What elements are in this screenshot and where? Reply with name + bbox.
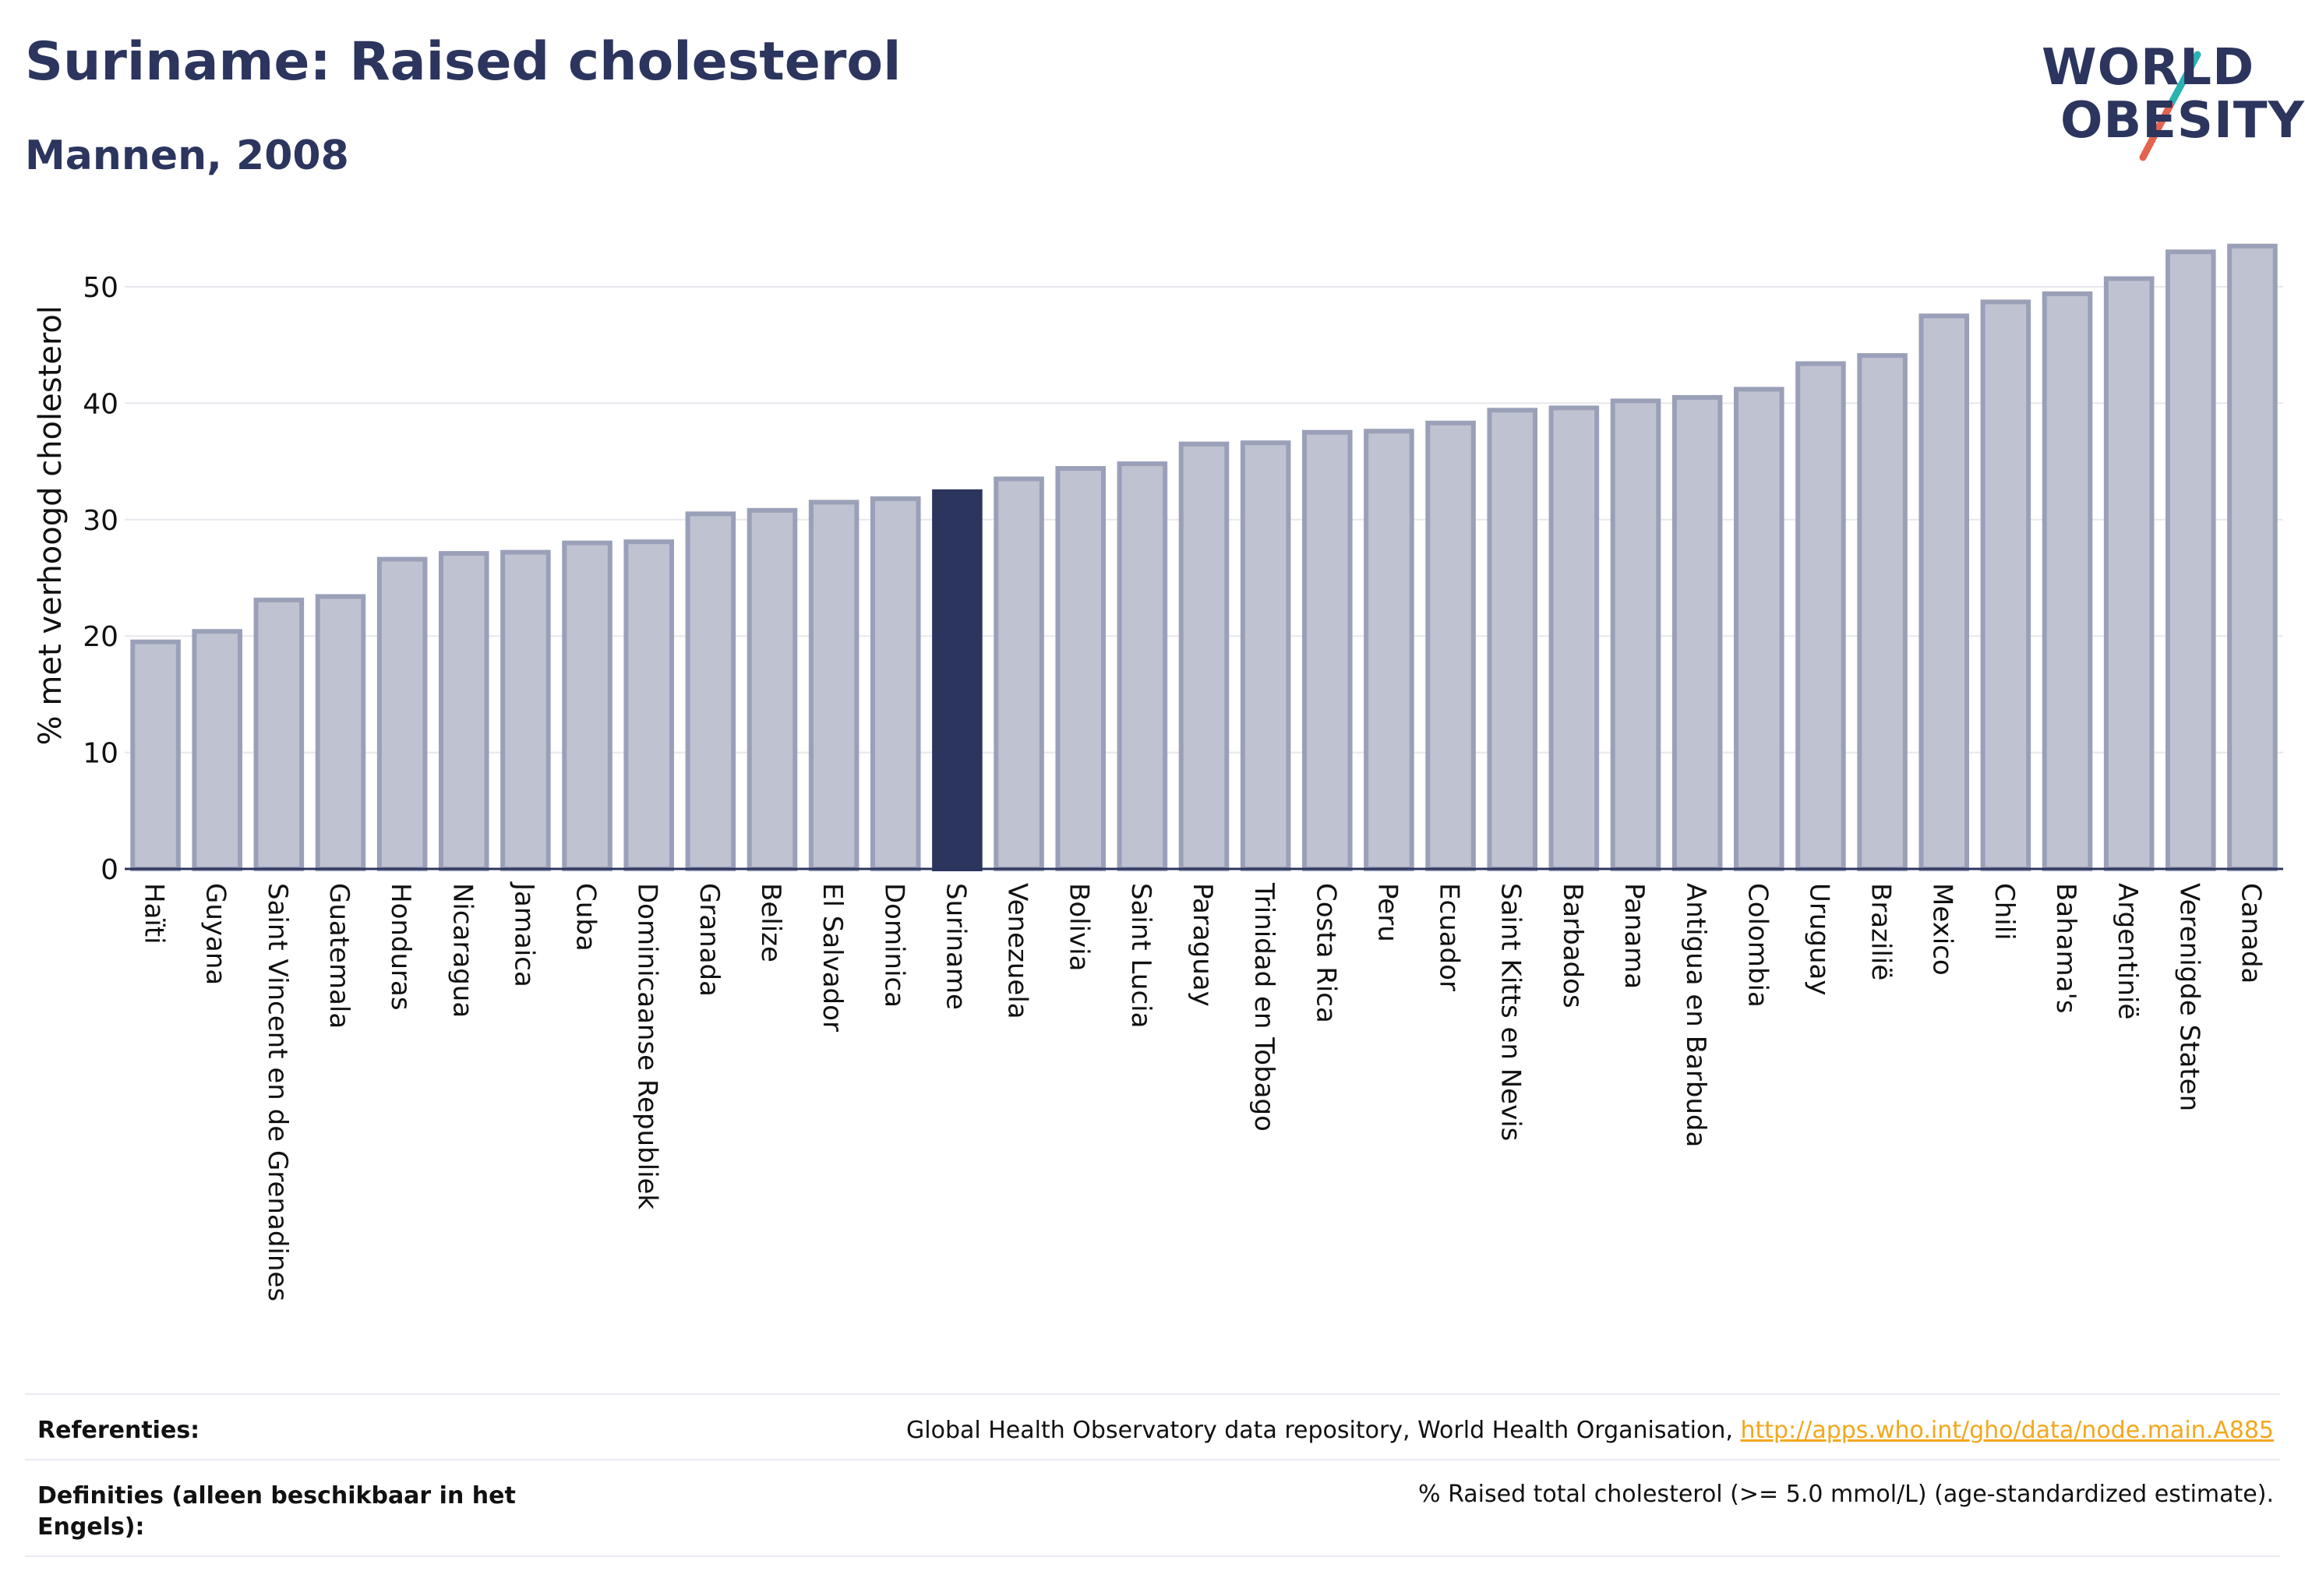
x-tick-label: Brazilië (1866, 883, 1897, 980)
bar-dominicaanse-republiek (623, 539, 674, 871)
footer-divider-middle (25, 1459, 2280, 1460)
x-tick-label: Verenigde Staten (2173, 883, 2204, 1111)
x-tick-label: Suriname (940, 883, 971, 1010)
x-tick-label: Dominica (878, 883, 909, 1008)
x-tick-label: Jamaica (508, 881, 539, 987)
x-tick-label: Argentinië (2112, 883, 2143, 1019)
bar-dominica (870, 496, 921, 871)
x-tick-label: Peru (1371, 883, 1403, 942)
bar-saint-kitts-en-nevis (1487, 408, 1537, 871)
bar-colombia (1734, 387, 1784, 871)
bar-uruguay (1795, 361, 1846, 871)
x-tick-label: Haïti (139, 883, 170, 945)
x-tick-label: Panama (1618, 883, 1650, 989)
y-tick-label: 40 (83, 388, 118, 420)
x-tick-label: Saint Lucia (1125, 883, 1156, 1028)
bar-el-salvador (808, 500, 860, 871)
bar-ecuador (1425, 420, 1476, 872)
page-subtitle: Mannen, 2008 (25, 132, 349, 179)
x-tick-label: Paraguay (1187, 883, 1218, 1007)
y-axis-ticks: 0 10 20 30 40 50 (83, 272, 118, 886)
bar-chart: 0 10 20 30 40 50 Haïti Guyana Saint Vincent en … (33, 243, 2283, 1301)
bar-jamaica (500, 549, 551, 871)
x-tick-label: El Salvador (817, 883, 848, 1032)
references-label: Referenties: (37, 1417, 200, 1444)
x-tick-label: Cuba (570, 883, 602, 952)
bar-panama (1610, 398, 1661, 871)
bar-suriname (932, 489, 983, 871)
definitions-text: % Raised total cholesterol (>= 5.0 mmol/… (1418, 1481, 2274, 1508)
x-tick-label: Bahama's (2050, 883, 2081, 1014)
x-tick-label: Colombia (1742, 883, 1773, 1008)
x-tick-label: Granada (694, 883, 725, 997)
world-obesity-logo: WORLD OBESITY (2034, 31, 2304, 171)
bar-saint-vincent-en-de-grenadines (253, 597, 305, 871)
x-tick-label: Honduras (385, 883, 416, 1011)
x-tick-label: Antigua en Barbuda (1680, 883, 1711, 1147)
references-link[interactable]: http://apps.who.int/gho/data/node.main.A… (1740, 1417, 2274, 1444)
bar-trinidad-en-tobago (1240, 440, 1291, 872)
bar-bolivia (1055, 466, 1106, 871)
bars (130, 243, 2278, 872)
x-tick-label: Venezuela (1002, 883, 1033, 1019)
bar-saint-lucia (1117, 461, 1168, 871)
x-tick-label: Barbados (1557, 883, 1588, 1008)
x-axis-ticks: Haïti Guyana Saint Vincent en de Grenadine… (139, 881, 2267, 1301)
logo-text-line2: OBESITY (2060, 92, 2305, 150)
x-tick-label: Guyana (200, 883, 231, 985)
bar-brazili- (1857, 353, 1908, 871)
bar-honduras (376, 556, 428, 871)
bar-antigua-en-barbuda (1671, 394, 1723, 871)
bar-guatemala (315, 594, 366, 871)
bar-belize (747, 507, 798, 871)
logo-slash-icon (2139, 51, 2201, 161)
x-tick-label: Nicaragua (447, 883, 478, 1018)
bar-nicaragua (439, 551, 489, 871)
bar-ha-ti (130, 639, 181, 871)
footer-divider-bottom (25, 1555, 2280, 1557)
definitions-label: Definities (alleen beschikbaar in het En… (37, 1482, 516, 1541)
x-tick-label: Canada (2235, 883, 2266, 983)
x-tick-label: Dominicaanse Republiek (632, 883, 663, 1209)
logo-text-line1: WORLD (2042, 39, 2255, 97)
footer-divider-top (25, 1393, 2280, 1395)
bar-granada (685, 511, 736, 871)
x-tick-label: Guatemala (323, 883, 355, 1029)
x-tick-label: Saint Vincent en de Grenadines (262, 883, 293, 1301)
y-tick-label: 20 (83, 621, 118, 653)
bar-barbados (1548, 405, 1600, 872)
bar-costa-rica (1302, 429, 1353, 871)
x-tick-label: Bolivia (1064, 883, 1095, 971)
y-tick-label: 50 (83, 272, 118, 304)
bar-venezuela (994, 476, 1044, 871)
bar-verenigde-staten (2166, 249, 2216, 872)
bar-canada (2227, 243, 2278, 871)
references-text: Global Health Observatory data repositor… (906, 1417, 2274, 1444)
bar-paraguay (1178, 441, 1230, 871)
y-tick-label: 10 (83, 738, 118, 770)
bar-argentini- (2103, 276, 2155, 872)
bar-peru (1364, 429, 1414, 872)
bar-guyana (192, 629, 242, 871)
x-tick-label: Costa Rica (1310, 883, 1341, 1023)
x-tick-label: Chili (1989, 883, 2020, 941)
x-tick-label: Belize (755, 883, 786, 962)
x-tick-label: Uruguay (1803, 883, 1834, 996)
y-axis-label: % met verhoogd cholesterol (33, 305, 69, 745)
y-tick-label: 0 (101, 854, 118, 886)
x-tick-label: Saint Kitts en Nevis (1495, 883, 1527, 1141)
x-tick-label: Mexico (1927, 883, 1958, 976)
bar-bahama-s (2042, 291, 2093, 872)
bar-chili (1980, 299, 2031, 871)
y-tick-label: 30 (83, 505, 118, 537)
references-source: Global Health Observatory data repositor… (906, 1417, 1741, 1444)
page-title: Suriname: Raised cholesterol (25, 31, 902, 93)
bar-cuba (562, 540, 612, 871)
bar-mexico (1918, 313, 1969, 872)
x-tick-label: Ecuador (1434, 883, 1465, 991)
x-tick-label: Trinidad en Tobago (1248, 882, 1280, 1132)
